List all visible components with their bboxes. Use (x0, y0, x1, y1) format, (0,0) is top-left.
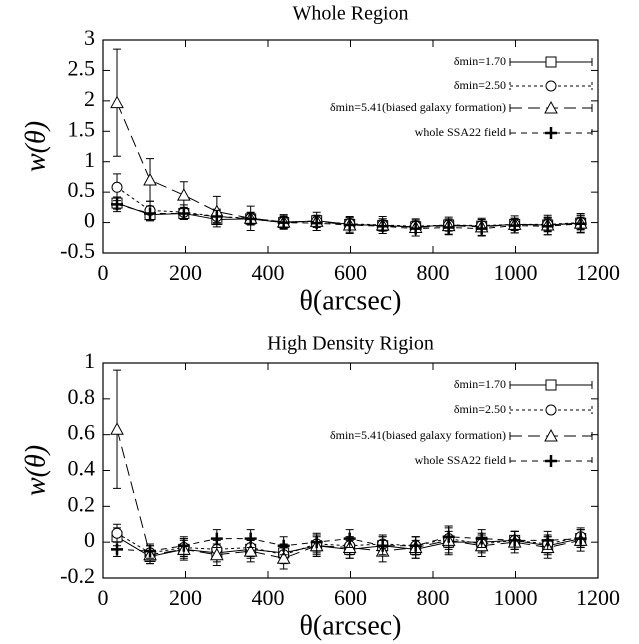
marker (210, 547, 224, 561)
marker (442, 530, 455, 543)
marker (310, 217, 323, 230)
chart-title: Whole Region (292, 3, 408, 25)
marker (244, 532, 257, 545)
marker (111, 181, 123, 193)
legend-marker (545, 379, 557, 391)
marker (574, 532, 587, 545)
y-axis-title: w(θ) (20, 445, 51, 496)
x-axis-title: θ(arcsec) (300, 610, 402, 641)
x-tick-label: 800 (417, 260, 450, 285)
legend-swatch (509, 129, 593, 137)
marker (111, 527, 123, 539)
y-tick-label: 1.5 (68, 116, 96, 141)
x-tick-label: 600 (334, 585, 367, 610)
legend-label: whole SSA22 field (415, 125, 506, 139)
marker (277, 539, 290, 552)
marker (177, 188, 191, 201)
x-tick-label: 600 (334, 260, 367, 285)
x-tick-label: 200 (169, 260, 202, 285)
legend-label: δmin=2.50 (454, 402, 506, 416)
x-tick-label: 0 (98, 260, 109, 285)
x-tick-label: 400 (252, 585, 285, 610)
marker (541, 534, 554, 547)
x-tick-label: 1000 (494, 585, 538, 610)
legend-label: δmin=5.41(biased galaxy formation) (330, 428, 506, 442)
x-tick-label: 1200 (576, 585, 620, 610)
y-axis-title: w(θ) (20, 121, 51, 172)
legend-swatch (509, 82, 593, 90)
marker (343, 219, 356, 232)
y-tick-label: 2.5 (68, 55, 96, 80)
y-tick-label: 0.2 (68, 491, 96, 516)
marker (244, 212, 257, 225)
marker (475, 222, 488, 235)
legend-marker (545, 56, 557, 68)
marker (110, 422, 124, 435)
marker (111, 198, 124, 211)
legend-label: δmin=5.41(biased galaxy formation) (330, 100, 506, 114)
legend-marker (545, 455, 557, 467)
x-tick-label: 0 (98, 585, 109, 610)
y-tick-label: 0 (84, 527, 95, 552)
y-tick-label: 0.4 (68, 456, 96, 481)
y-tick-label: 3 (84, 25, 95, 50)
legend-marker (544, 100, 558, 114)
marker (210, 532, 223, 545)
y-tick-label: 1 (84, 147, 95, 172)
marker (210, 210, 223, 223)
x-tick-label: 800 (417, 585, 450, 610)
marker (574, 217, 587, 230)
y-tick-label: 0 (84, 208, 95, 233)
marker (177, 539, 190, 552)
marker (110, 95, 124, 109)
y-tick-label: 0.8 (68, 384, 96, 409)
legend-swatch (509, 457, 593, 465)
chart-title: High Density Rigion (267, 333, 434, 355)
marker (442, 221, 455, 234)
y-tick-label: 1 (84, 348, 95, 373)
x-tick-label: 1000 (494, 260, 538, 285)
y-tick-label: -0.2 (60, 563, 95, 588)
y-tick-label: -0.5 (60, 238, 95, 263)
marker (277, 216, 290, 229)
y-tick-label: 0.6 (68, 420, 96, 445)
marker (376, 539, 389, 552)
marker (143, 172, 157, 186)
legend-label: δmin=1.70 (454, 377, 506, 391)
legend-marker (545, 80, 557, 92)
marker (144, 545, 157, 558)
marker (508, 219, 521, 232)
x-tick-label: 200 (169, 585, 202, 610)
legend-label: δmin=2.50 (454, 78, 506, 92)
x-tick-label: 400 (252, 260, 285, 285)
marker (177, 207, 190, 220)
x-tick-label: 1200 (576, 260, 620, 285)
legend-marker (544, 428, 558, 442)
x-axis-title: θ(arcsec) (300, 285, 402, 316)
marker (111, 543, 124, 556)
marker (475, 532, 488, 545)
marker (508, 534, 521, 547)
y-tick-label: 2 (84, 86, 95, 111)
legend-marker (545, 404, 557, 416)
legend-label: whole SSA22 field (415, 453, 506, 467)
y-tick-label: 0.5 (68, 177, 96, 202)
legend-swatch (509, 406, 593, 414)
marker (541, 220, 554, 233)
marker (310, 536, 323, 549)
legend-label: δmin=1.70 (454, 54, 506, 68)
marker (343, 532, 356, 545)
marker (144, 207, 157, 220)
marker (243, 544, 258, 557)
legend-marker (545, 127, 557, 139)
marker (409, 222, 422, 235)
marker (409, 539, 422, 552)
marker (276, 551, 291, 564)
marker (376, 220, 389, 233)
